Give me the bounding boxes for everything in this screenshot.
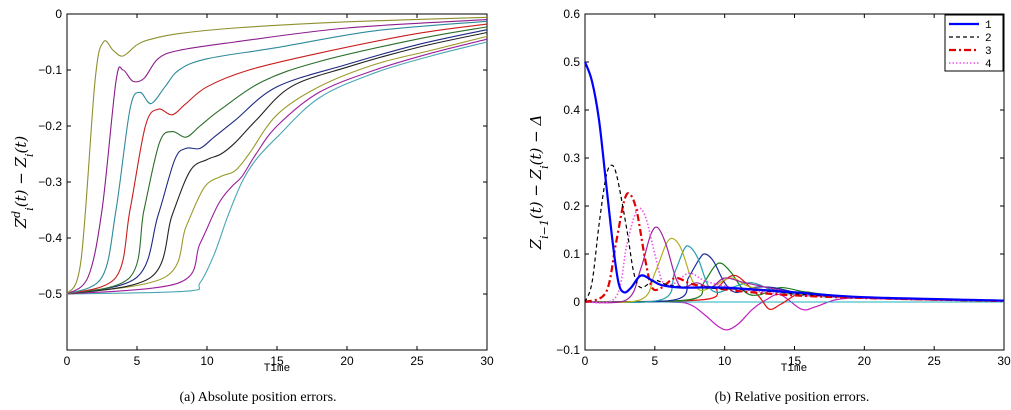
series-group (583, 61, 1005, 331)
y-tick-label: 0.4 (563, 103, 580, 117)
x-axis-label: Time (781, 363, 807, 375)
y-tick-label: −0.5 (38, 287, 62, 301)
y-tick-label: −0.3 (38, 175, 62, 189)
ticks: 0 5 10 15 20 25 30−0.100.10.20.30.40.50.6 (556, 7, 1011, 368)
ticks: 0 5 10 15 20 25 30 0 −0.1 −0.2 −0.3 −0.4 −0.5 (38, 7, 494, 368)
series-line-8 (66, 35, 488, 295)
y-tick-label: 0 (573, 295, 580, 309)
x-tick-label: 20 (340, 354, 354, 368)
series-line-9 (66, 38, 488, 295)
x-tick-label: 5 (651, 354, 658, 368)
series-line-2 (66, 19, 488, 295)
x-tick-label: 30 (997, 354, 1011, 368)
absolute-position-errors-chart: 0 5 10 15 20 25 30 0 −0.1 −0.2 −0.3 −0.4 −0.5 Time Z… (10, 7, 494, 405)
y-tick-label: −0.1 (38, 63, 62, 77)
x-tick-label: 0 (582, 354, 589, 368)
caption-a: (a) Absolute position errors. (179, 390, 336, 405)
y-tick-label: 0.1 (563, 247, 580, 261)
series-line-3 (66, 20, 488, 295)
y-tick-label: 0 (55, 7, 62, 21)
x-tick-label: 30 (480, 354, 494, 368)
x-tick-label: 25 (927, 354, 941, 368)
x-tick-label: 5 (134, 354, 141, 368)
x-tick-label: 15 (788, 354, 802, 368)
series-line-4 (66, 23, 488, 295)
x-tick-label: 20 (858, 354, 872, 368)
y-tick-label: 0.6 (563, 7, 580, 21)
plot-frame (66, 13, 488, 351)
x-tick-label: 10 (718, 354, 732, 368)
x-axis-label: Time (264, 363, 290, 375)
y-axis-label: Zi−1(t) − Zi(t) − Δ (527, 115, 551, 251)
legend-label-3: 3 (985, 46, 992, 58)
y-tick-label: −0.1 (556, 343, 580, 357)
series-line-10 (66, 41, 488, 295)
y-tick-label: −0.4 (38, 231, 62, 245)
series-line-1 (583, 61, 1005, 302)
y-tick-label: 0.3 (563, 151, 580, 165)
legend-label-4: 4 (985, 59, 992, 71)
series-line-6 (66, 29, 488, 295)
x-tick-label: 25 (410, 354, 424, 368)
series-group (66, 16, 488, 295)
y-axis-label: Zdi(t) − Zi(t) (10, 136, 36, 230)
relative-position-errors-chart: 0 5 10 15 20 25 30−0.100.10.20.30.40.50.6 Time… (527, 7, 1011, 405)
x-tick-label: 15 (270, 354, 284, 368)
legend-label-1: 1 (985, 20, 992, 32)
y-tick-label: −0.2 (38, 119, 62, 133)
x-tick-label: 10 (200, 354, 214, 368)
caption-b: (b) Relative position errors. (715, 390, 870, 405)
y-tick-label: 0.2 (563, 199, 580, 213)
x-tick-label: 0 (64, 354, 71, 368)
y-tick-label: 0.5 (563, 55, 580, 69)
series-line-5 (66, 26, 488, 295)
series-line-1 (66, 16, 488, 295)
legend-label-2: 2 (985, 33, 992, 45)
series-line-7 (66, 31, 488, 295)
